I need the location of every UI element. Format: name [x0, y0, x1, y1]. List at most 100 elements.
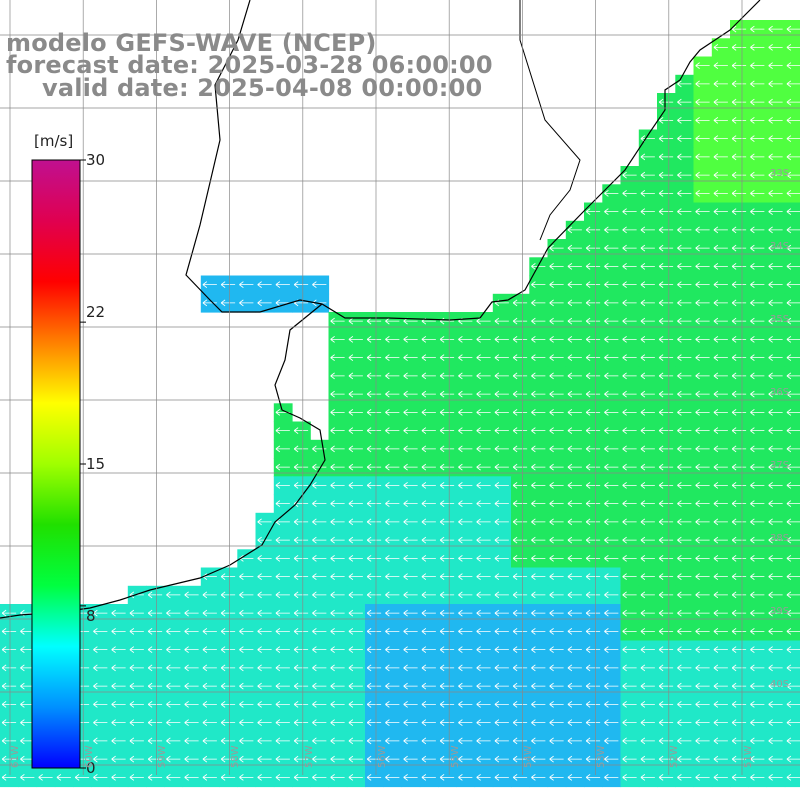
- wind-arrow: [640, 354, 655, 361]
- wind-arrow: [129, 682, 144, 690]
- wind-arrow: [713, 445, 728, 453]
- wind-arrow: [786, 628, 800, 635]
- wind-arrow: [312, 500, 327, 507]
- wind-arrow: [768, 774, 783, 781]
- wind-arrow: [585, 701, 601, 708]
- wind-arrow: [695, 500, 710, 507]
- wind-arrow: [604, 244, 619, 252]
- wind-arrow: [750, 719, 765, 726]
- wind-arrow: [549, 263, 564, 270]
- wind-arrow: [567, 281, 582, 288]
- wind-arrow: [786, 536, 800, 544]
- wind-arrow: [677, 774, 692, 781]
- lat-label-34s: 34S: [770, 241, 790, 252]
- wind-arrow: [731, 609, 747, 617]
- wind-arrow: [658, 372, 674, 380]
- wind-arrow: [604, 737, 619, 745]
- wind-arrow: [585, 755, 601, 763]
- wind-arrow: [129, 609, 144, 617]
- wind-arrow: [257, 518, 272, 526]
- wind-arrow: [494, 628, 509, 635]
- colorbar: [31, 159, 86, 769]
- wind-arrow: [220, 281, 236, 288]
- wind-arrow: [713, 336, 728, 343]
- wind-arrow: [293, 591, 309, 599]
- wind-arrow: [1, 737, 17, 745]
- wind-arrow: [439, 682, 455, 690]
- lon-label-55w: 55W: [450, 745, 461, 768]
- wind-arrow: [348, 463, 363, 471]
- wind-arrow: [549, 536, 564, 544]
- wind-arrow: [622, 737, 637, 745]
- wind-arrow: [312, 482, 327, 489]
- wind-arrow: [567, 628, 582, 635]
- wind-arrow: [257, 646, 272, 653]
- wind-arrow: [622, 646, 637, 653]
- wind-arrow: [695, 299, 710, 307]
- wind-arrow: [731, 25, 747, 33]
- wind-arrow: [713, 482, 728, 489]
- wind-arrow: [658, 719, 674, 726]
- wind-arrow: [713, 153, 728, 161]
- wind-arrow: [750, 281, 765, 288]
- wind-arrow: [202, 664, 217, 672]
- wind-arrow: [439, 500, 455, 507]
- wind-arrow: [622, 518, 637, 526]
- wind-arrow: [677, 555, 692, 562]
- wind-arrow: [275, 427, 290, 434]
- wind-arrow: [731, 263, 747, 270]
- wind-arrow: [531, 737, 546, 745]
- wind-arrow: [731, 226, 747, 234]
- wind-arrow: [476, 555, 491, 562]
- wind-arrow: [768, 463, 783, 471]
- wind-arrow: [330, 774, 345, 781]
- wind-arrow: [494, 646, 509, 653]
- wind-arrow: [330, 372, 345, 380]
- wind-arrow: [512, 372, 528, 380]
- wind-arrow: [750, 409, 765, 416]
- wind-arrow: [713, 135, 728, 142]
- wind-arrow: [439, 427, 455, 434]
- wind-arrow: [786, 190, 800, 197]
- wind-arrow: [640, 463, 655, 471]
- wind-arrow: [348, 317, 363, 325]
- wind-arrow: [567, 555, 582, 562]
- wind-arrow: [658, 463, 674, 471]
- wind-arrow: [366, 372, 382, 380]
- wind-arrow: [348, 372, 363, 380]
- wind-arrow: [531, 463, 546, 471]
- wind-arrow: [677, 263, 692, 270]
- wind-arrow: [585, 354, 601, 361]
- wind-arrow: [366, 628, 382, 635]
- wind-arrow: [403, 646, 418, 653]
- wind-arrow: [531, 573, 546, 580]
- wind-arrow: [348, 500, 363, 507]
- wind-arrow: [695, 117, 710, 124]
- wind-arrow: [640, 536, 655, 544]
- wind-arrow: [531, 646, 546, 653]
- wind-arrow: [239, 701, 254, 708]
- wind-arrow: [512, 409, 528, 416]
- wind-arrow: [786, 755, 800, 763]
- wind-arrow: [567, 336, 582, 343]
- wind-arrow: [312, 555, 327, 562]
- wind-arrow: [202, 774, 217, 781]
- wind-arrow: [640, 281, 655, 288]
- wind-arrow: [713, 628, 728, 635]
- wind-arrow: [312, 737, 327, 745]
- wind-arrow: [366, 354, 382, 361]
- wind-arrow: [458, 664, 473, 672]
- wind-arrow: [476, 774, 491, 781]
- wind-arrow: [640, 226, 655, 234]
- wind-arrow: [512, 646, 528, 653]
- wind-arrow: [257, 682, 272, 690]
- wind-arrow: [184, 664, 199, 672]
- wind-arrow: [731, 737, 747, 745]
- wind-arrow: [768, 682, 783, 690]
- wind-arrow: [184, 737, 199, 745]
- wind-arrow: [713, 372, 728, 380]
- wind-arrow: [622, 500, 637, 507]
- wind-arrow: [512, 774, 528, 781]
- wind-arrow: [129, 719, 144, 726]
- wind-arrow: [348, 427, 363, 434]
